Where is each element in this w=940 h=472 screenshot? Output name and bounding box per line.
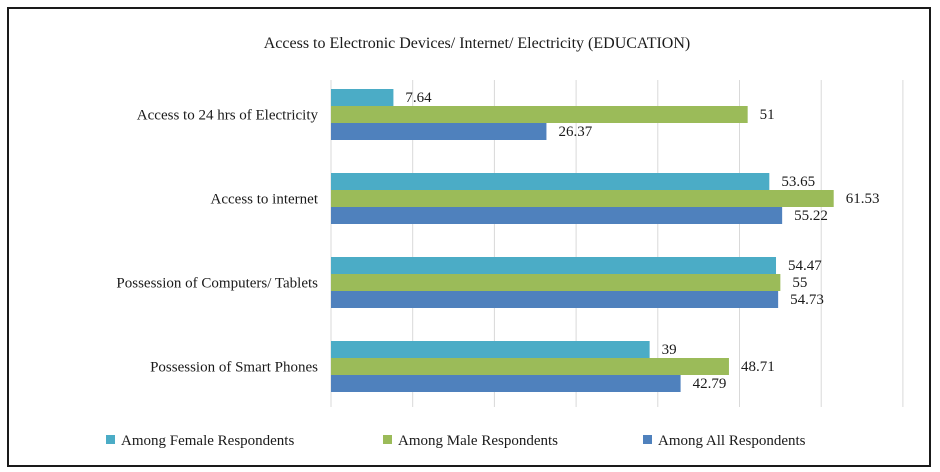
legend-swatch xyxy=(383,435,392,444)
bar xyxy=(331,358,729,375)
category-label: Possession of Smart Phones xyxy=(150,360,318,376)
category-label: Possession of Computers/ Tablets xyxy=(116,276,318,292)
bar xyxy=(331,375,681,392)
bar xyxy=(331,207,783,224)
category-label: Access to internet xyxy=(211,192,319,208)
bars xyxy=(331,89,834,392)
legend-label: Among Male Respondents xyxy=(398,433,558,449)
data-label: 55.22 xyxy=(794,208,828,224)
category-labels: Access to 24 hrs of Electricity Access to… xyxy=(116,108,318,376)
bar xyxy=(331,291,779,308)
data-label: 53.65 xyxy=(781,174,815,190)
data-label: 51 xyxy=(760,107,775,123)
bar xyxy=(331,341,650,358)
data-label: 26.37 xyxy=(558,124,592,140)
data-label: 48.71 xyxy=(741,359,775,375)
legend-label: Among All Respondents xyxy=(658,433,806,449)
bar xyxy=(331,190,834,207)
category-label: Access to 24 hrs of Electricity xyxy=(137,108,319,124)
bar xyxy=(331,173,770,190)
legend-swatch xyxy=(643,435,652,444)
bar xyxy=(331,106,748,123)
legend: Among Female Respondents Among Male Respo… xyxy=(106,433,806,449)
bar xyxy=(331,123,547,140)
data-label: 55 xyxy=(792,275,807,291)
bar xyxy=(331,89,394,106)
data-label: 54.47 xyxy=(788,258,822,274)
data-label: 61.53 xyxy=(846,191,880,207)
legend-label: Among Female Respondents xyxy=(121,433,294,449)
legend-swatch xyxy=(106,435,115,444)
chart-title: Access to Electronic Devices/ Internet/ … xyxy=(264,35,691,52)
data-label: 7.64 xyxy=(405,90,432,106)
data-label: 42.79 xyxy=(693,376,727,392)
bar xyxy=(331,274,781,291)
data-label: 54.73 xyxy=(790,292,824,308)
bar xyxy=(331,257,777,274)
data-label: 39 xyxy=(662,342,677,358)
